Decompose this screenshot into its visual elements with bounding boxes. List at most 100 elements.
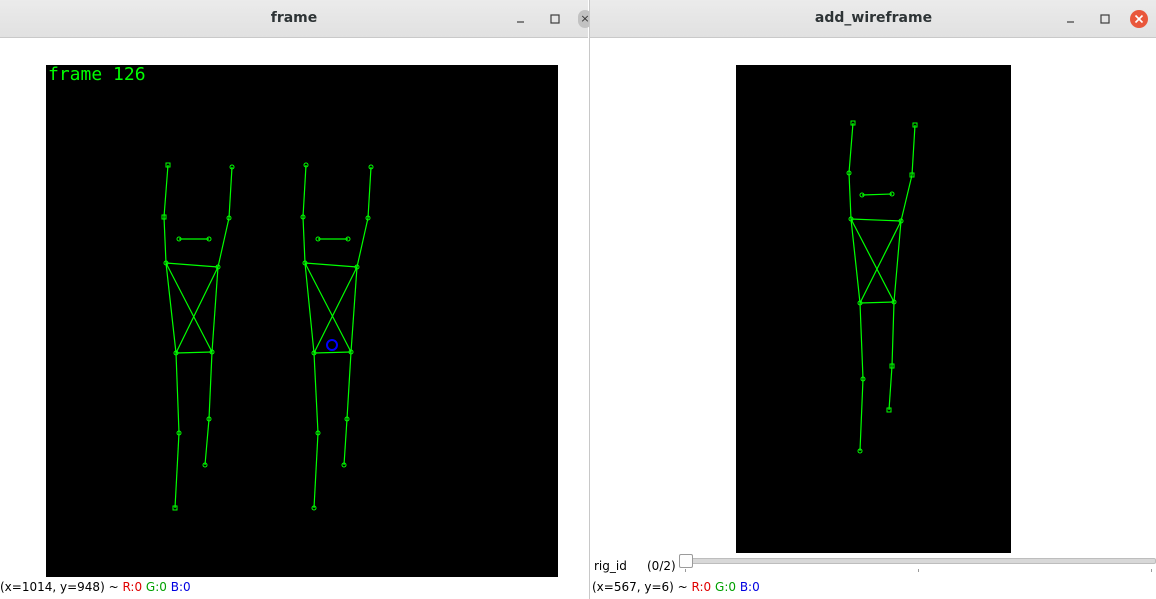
wire-segment (165, 262, 213, 353)
wire-segment (859, 302, 864, 380)
wire-joint (846, 170, 852, 176)
wire-joint (226, 215, 232, 221)
wire-segment (304, 262, 315, 354)
wire-segment (891, 301, 895, 367)
add-wireframe-window: add_wireframe rig_id (0/2) (x=567, y=6) … (589, 0, 1156, 599)
wire-segment (893, 220, 902, 303)
wire-joint (898, 218, 904, 224)
wire-joint (857, 300, 863, 306)
selected-joint-marker (326, 339, 338, 351)
frame-image-canvas[interactable]: frame 126 (46, 65, 558, 577)
add-wireframe-titlebar[interactable]: add_wireframe (590, 0, 1156, 38)
maximize-icon (1100, 14, 1110, 24)
rig-id-value: (0/2) (647, 559, 676, 573)
wire-joint (209, 349, 215, 355)
maximize-button[interactable] (1096, 10, 1114, 28)
wire-joint (165, 162, 171, 168)
wire-segment (217, 217, 230, 268)
wire-joint (848, 216, 854, 222)
wire-joint (886, 407, 892, 413)
wire-segment (850, 218, 861, 304)
wire-segment (848, 122, 854, 174)
wire-joint (311, 350, 317, 356)
wire-segment (204, 418, 210, 466)
frame-status-b: B:0 (170, 580, 191, 594)
wire-joint (365, 215, 371, 221)
wire-joint (891, 299, 897, 305)
wire-joint (161, 214, 167, 220)
minimize-button[interactable] (1062, 10, 1080, 28)
wire-segment (861, 193, 893, 196)
frame-overlay-text: frame 126 (48, 65, 146, 85)
wire-segment (302, 164, 307, 218)
maximize-button[interactable] (546, 10, 564, 28)
wire-segment (208, 351, 213, 420)
wire-joint (889, 363, 895, 369)
hidden-window-close-icon[interactable]: × (578, 10, 592, 28)
rig-id-slider-tick (685, 569, 686, 572)
wire-segment (356, 217, 369, 268)
wire-segment (175, 352, 180, 434)
wire-segment (848, 172, 852, 220)
add-wireframe-client-area: rig_id (0/2) (x=567, y=6) ~ R:0 G:0 B:0 (590, 38, 1156, 599)
wire-joint (889, 191, 895, 197)
wire-segment (163, 164, 169, 218)
wire-segment (163, 216, 167, 264)
frame-wireframe-drawing: frame 126 (48, 65, 374, 511)
wire-segment (313, 266, 358, 354)
rig-id-slider-tick (1151, 569, 1152, 572)
wire-joint (315, 430, 321, 436)
wire-segment (911, 124, 916, 176)
frame-titlebar[interactable]: frame (0, 0, 588, 38)
add-wireframe-status-bar: (x=567, y=6) ~ R:0 G:0 B:0 (592, 580, 760, 594)
frame-status-g: G:0 (145, 580, 167, 594)
wire-segment (228, 166, 233, 219)
wire-segment (304, 262, 358, 268)
wire-segment (313, 432, 319, 509)
wire-joint (229, 164, 235, 170)
frame-status-bar: (x=1014, y=948) ~ R:0 G:0 B:0 (0, 580, 191, 594)
wire-joint (303, 162, 309, 168)
add-wireframe-image-canvas[interactable] (736, 65, 1011, 553)
wire-joint (860, 376, 866, 382)
wire-segment (174, 432, 180, 509)
frame-window: frame frame 126 (x=1014, y=948) ~ R:0 G:… (0, 0, 588, 599)
wire-segment (888, 365, 893, 411)
wire-segment (211, 266, 219, 353)
wire-segment (346, 351, 352, 420)
close-icon (1134, 14, 1144, 24)
wire-status-b: B:0 (739, 580, 760, 594)
frame-status-r: R:0 (122, 580, 143, 594)
wire-joint (857, 448, 863, 454)
minimize-button[interactable] (512, 10, 530, 28)
wire-joint (176, 236, 182, 242)
minimize-icon (517, 21, 524, 23)
wire-status-coords: (x=567, y=6) ~ (592, 580, 692, 594)
wire-joint (354, 264, 360, 270)
wire-joint (215, 264, 221, 270)
add-wireframe-window-title: add_wireframe (814, 10, 933, 26)
frame-status-coords: (x=1014, y=948) ~ (0, 580, 123, 594)
wire-joint (302, 260, 308, 266)
close-button[interactable] (1130, 10, 1148, 28)
wire-joint (300, 214, 306, 220)
wire-joint (368, 164, 374, 170)
wire-segment (850, 218, 902, 222)
wire-joint (206, 416, 212, 422)
wire-segment (313, 352, 319, 434)
wire-joint (173, 350, 179, 356)
wire-segment (859, 220, 902, 304)
wire-joint (163, 260, 169, 266)
wire-segment (304, 262, 352, 353)
rig-id-slider-handle[interactable] (679, 554, 693, 568)
wire-segment (165, 262, 219, 268)
wire-joint (859, 192, 865, 198)
wire-joint (909, 172, 915, 178)
frame-client-area: frame 126 (x=1014, y=948) ~ R:0 G:0 B:0 (0, 38, 588, 599)
wire-status-r: R:0 (691, 580, 712, 594)
rig-id-slider-track[interactable] (682, 558, 1156, 564)
wire-joint (172, 505, 178, 511)
maximize-icon (550, 14, 560, 24)
rig-id-slider-tick (918, 569, 919, 572)
wire-segment (175, 266, 219, 354)
